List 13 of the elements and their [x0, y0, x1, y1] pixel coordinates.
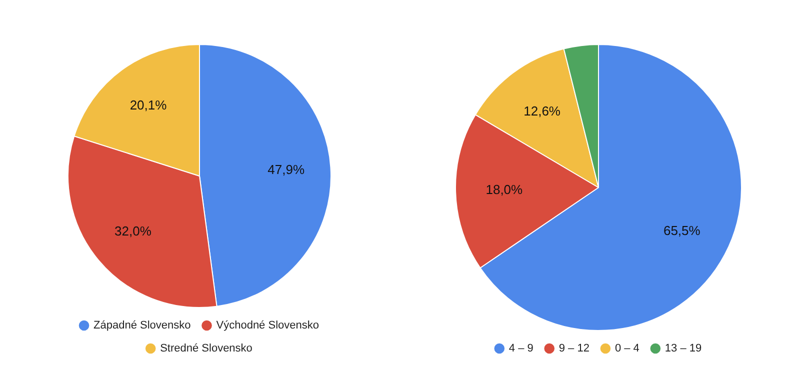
data-label: 18,0% — [486, 182, 524, 198]
data-label: 20,1% — [130, 98, 168, 113]
legend-label: 0 – 4 — [614, 342, 640, 355]
data-label: 65,5% — [663, 223, 701, 238]
legend-label: Východné Slovensko — [216, 320, 319, 332]
data-label: 32,0% — [114, 223, 152, 238]
data-label: 47,9% — [268, 162, 305, 177]
data-label: 12,6% — [524, 103, 561, 118]
legend-label: 9 – 12 — [558, 342, 590, 355]
legend-label: 4 – 9 — [508, 342, 534, 355]
legend-label: Západné Slovensko — [94, 320, 191, 332]
legend-label: 13 – 19 — [664, 342, 702, 355]
legend-label: Stredné Slovensko — [160, 342, 252, 355]
